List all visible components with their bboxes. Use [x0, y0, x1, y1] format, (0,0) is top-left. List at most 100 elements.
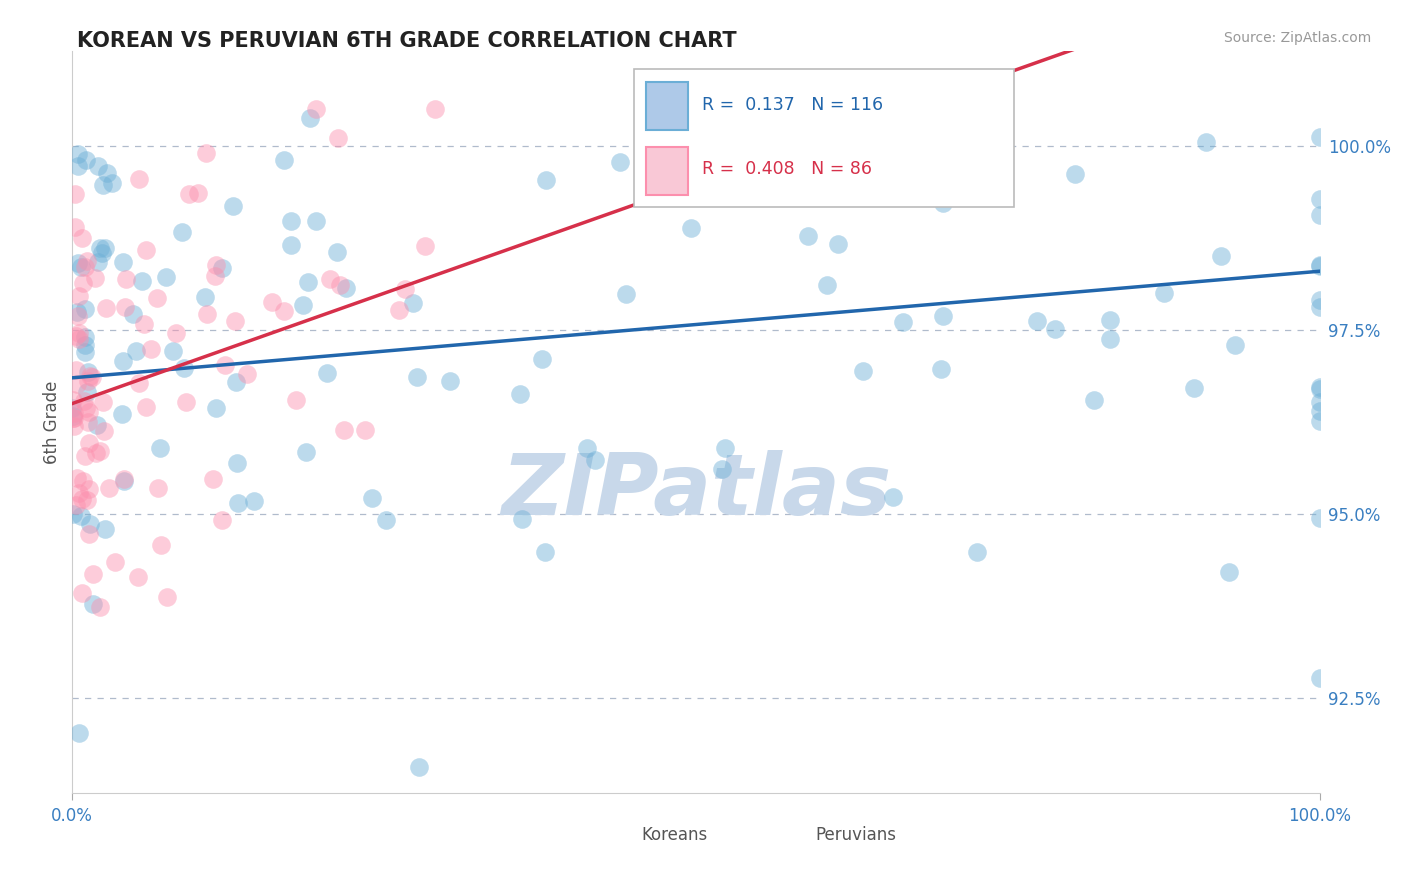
Peruvians [77, 527, 100, 541]
Peruvians [67, 326, 90, 340]
Peruvians [75, 450, 97, 464]
Koreans [243, 493, 266, 508]
Peruvians [115, 272, 138, 286]
Peruvians [80, 369, 103, 384]
Koreans [1309, 260, 1331, 274]
FancyBboxPatch shape [596, 822, 631, 850]
Koreans [1043, 321, 1066, 335]
Koreans [1309, 208, 1331, 222]
Koreans [60, 401, 83, 416]
Koreans [204, 401, 226, 415]
Koreans [1309, 380, 1331, 394]
Koreans [932, 195, 955, 210]
Koreans [225, 375, 247, 389]
Koreans [87, 255, 110, 269]
Peruvians [62, 410, 84, 425]
Koreans [70, 509, 93, 524]
Peruvians [134, 318, 156, 332]
Koreans [827, 237, 849, 252]
Koreans [509, 387, 531, 401]
Koreans [173, 361, 195, 376]
Peruvians [66, 376, 89, 391]
Text: Source: ZipAtlas.com: Source: ZipAtlas.com [1223, 31, 1371, 45]
Peruvians [179, 187, 201, 202]
Koreans [374, 513, 396, 527]
Koreans [713, 441, 735, 455]
Peruvians [66, 309, 89, 323]
Koreans [1309, 671, 1331, 685]
Peruvians [72, 585, 94, 599]
Koreans [583, 452, 606, 467]
Koreans [112, 474, 135, 488]
Peruvians [72, 277, 94, 291]
Peruvians [148, 481, 170, 495]
Koreans [1026, 314, 1049, 328]
Peruvians [67, 289, 90, 303]
Koreans [1211, 249, 1233, 263]
Koreans [662, 103, 685, 117]
Peruvians [72, 474, 94, 488]
Peruvians [63, 406, 86, 420]
Peruvians [146, 291, 169, 305]
Peruvians [413, 239, 436, 253]
Koreans [1309, 129, 1331, 144]
Koreans [1223, 337, 1246, 351]
Koreans [280, 237, 302, 252]
Koreans [75, 329, 97, 343]
Peruvians [187, 186, 209, 200]
Koreans [94, 241, 117, 255]
Koreans [609, 154, 631, 169]
Koreans [315, 367, 337, 381]
Peruvians [127, 570, 149, 584]
Koreans [439, 374, 461, 388]
Peruvians [332, 423, 354, 437]
Koreans [408, 760, 430, 774]
Text: R =  0.137   N = 116: R = 0.137 N = 116 [702, 95, 883, 114]
Peruvians [86, 446, 108, 460]
Koreans [222, 199, 245, 213]
Peruvians [63, 187, 86, 202]
Peruvians [63, 220, 86, 235]
Koreans [75, 302, 97, 317]
Koreans [96, 166, 118, 180]
Peruvians [65, 471, 87, 485]
Koreans [86, 417, 108, 432]
Koreans [62, 507, 84, 521]
FancyBboxPatch shape [645, 147, 689, 195]
Koreans [67, 725, 90, 739]
Koreans [891, 315, 914, 329]
Koreans [534, 172, 557, 186]
Koreans [62, 409, 84, 423]
Koreans [576, 441, 599, 455]
Peruvians [75, 401, 97, 416]
Koreans [1309, 192, 1331, 206]
Koreans [1195, 135, 1218, 149]
Koreans [799, 185, 821, 199]
Koreans [360, 491, 382, 505]
Koreans [79, 517, 101, 532]
Koreans [226, 457, 249, 471]
Koreans [1063, 168, 1085, 182]
Koreans [1098, 332, 1121, 346]
Koreans [510, 511, 533, 525]
Peruvians [73, 394, 96, 409]
Koreans [162, 344, 184, 359]
Koreans [211, 260, 233, 275]
Peruvians [394, 282, 416, 296]
Koreans [70, 260, 93, 274]
Peruvians [204, 268, 226, 283]
Peruvians [128, 376, 150, 391]
Koreans [815, 277, 838, 292]
Peruvians [139, 342, 162, 356]
Koreans [1309, 414, 1331, 428]
Peruvians [319, 271, 342, 285]
Text: Koreans: Koreans [641, 827, 707, 845]
Koreans [405, 370, 427, 384]
Koreans [111, 407, 134, 421]
Peruvians [67, 486, 90, 500]
Peruvians [77, 436, 100, 450]
Peruvians [70, 491, 93, 506]
Peruvians [134, 400, 156, 414]
Peruvians [176, 395, 198, 409]
Koreans [226, 496, 249, 510]
